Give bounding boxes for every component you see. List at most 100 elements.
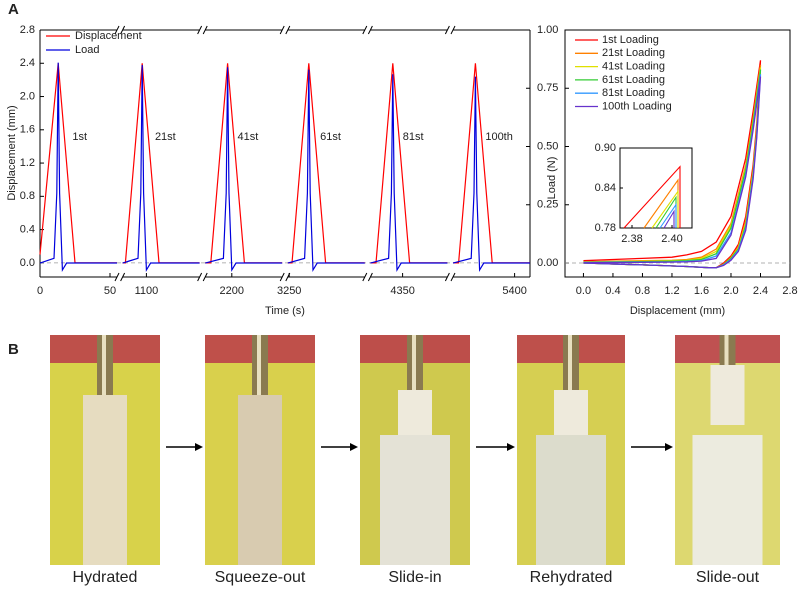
photo-row: Hydrated Squeeze-out Slide-in Rehydrated Sli… <box>50 335 780 586</box>
x-tick-label: 0.0 <box>576 285 591 297</box>
photo-rod-shine <box>568 335 572 415</box>
axis-break <box>450 25 456 35</box>
panel-label: 21st <box>155 131 176 143</box>
panel-label: 41st <box>238 131 259 143</box>
inset-line <box>663 209 675 229</box>
photo-rod-shine <box>257 335 261 415</box>
y-tick-label: 2.4 <box>20 57 35 69</box>
axis-break <box>362 272 368 282</box>
y2-axis-title: Load (N) <box>546 157 558 200</box>
legend-label: 21st Loading <box>602 47 665 59</box>
photo-rod-shine <box>412 335 416 415</box>
x-tick-label: 2200 <box>220 285 244 297</box>
series-line <box>205 63 283 264</box>
axis-break <box>202 272 208 282</box>
series-line <box>39 63 117 264</box>
y-tick-label: 1.2 <box>20 157 35 169</box>
arrow-head <box>195 443 203 451</box>
arrow-head <box>507 443 515 451</box>
x-axis-title: Displacement (mm) <box>630 305 725 317</box>
x-tick-label: 0 <box>37 285 43 297</box>
inset-line <box>623 165 681 229</box>
panel-label: 100th <box>485 131 513 143</box>
legend-label: Displacement <box>75 30 142 42</box>
series-line <box>583 76 762 269</box>
axis-break <box>285 25 291 35</box>
y-tick-label: 0.4 <box>20 224 35 236</box>
y-tick-label: 0.8 <box>20 190 35 202</box>
photo-inner <box>710 365 745 425</box>
y2-tick-label: 0.00 <box>537 257 558 269</box>
photo-label: Slide-out <box>696 569 760 586</box>
legend-label: Load <box>75 44 99 56</box>
series-line <box>452 76 530 273</box>
photo-sleeve <box>692 435 763 565</box>
photo-rod-shine <box>102 335 106 415</box>
series-line <box>122 63 200 264</box>
x-tick-label: 0.8 <box>635 285 650 297</box>
axis-break <box>114 272 120 282</box>
axis-break <box>444 272 450 282</box>
photo-label: Squeeze-out <box>215 569 306 586</box>
photo-sleeve <box>536 435 606 565</box>
axis-break <box>197 25 203 35</box>
y-tick-label: 0.0 <box>20 257 35 269</box>
axis-break <box>450 272 456 282</box>
x-tick-label: 0.4 <box>605 285 620 297</box>
y2-tick-label: 0.50 <box>537 140 558 152</box>
series-line <box>453 63 530 264</box>
y-tick-label: 2.8 <box>20 24 35 36</box>
inset-line <box>651 189 679 229</box>
x-tick-label: 1100 <box>135 285 159 297</box>
series-line <box>370 74 448 273</box>
legend-label: 100th Loading <box>602 100 672 112</box>
y2-tick-label: 1.00 <box>537 24 558 36</box>
y-tick-label: 1.6 <box>20 124 35 136</box>
series-line <box>287 69 365 273</box>
series-line <box>205 67 283 273</box>
photo-label: Hydrated <box>73 569 138 586</box>
axis-break <box>279 25 285 35</box>
panel-label: 81st <box>403 131 424 143</box>
series-line <box>370 63 448 264</box>
inset-y-tick-label: 0.84 <box>595 182 616 194</box>
series-line <box>122 64 200 273</box>
axis-break <box>367 25 373 35</box>
x-tick-label: 4350 <box>390 285 414 297</box>
arrow-head <box>665 443 673 451</box>
x-axis-title: Time (s) <box>265 305 305 317</box>
axis-break <box>202 25 208 35</box>
axis-break <box>114 25 120 35</box>
x-tick-label: 2.8 <box>782 285 797 297</box>
panel-letter: A <box>8 1 19 18</box>
inset-y-tick-label: 0.90 <box>595 142 616 154</box>
photo-sleeve <box>238 395 282 565</box>
series-line <box>39 62 117 273</box>
axis-break <box>367 272 373 282</box>
inset-frame <box>619 147 693 229</box>
x-tick-label: 2.0 <box>723 285 738 297</box>
x-tick-label: 50 <box>104 285 116 297</box>
axis-break <box>120 25 126 35</box>
panel-label: 61st <box>320 131 341 143</box>
axis-break <box>120 272 126 282</box>
series-line <box>287 63 365 264</box>
photo-label: Rehydrated <box>530 569 613 586</box>
inset-y-tick-label: 0.78 <box>595 222 616 234</box>
x-tick-label: 2.4 <box>753 285 768 297</box>
arrow-head <box>350 443 358 451</box>
legend-label: 41st Loading <box>602 61 665 73</box>
axis-break <box>279 272 285 282</box>
axis-break <box>197 272 203 282</box>
photo-sleeve <box>83 395 127 565</box>
y-axis-title: Displacement (mm) <box>6 105 18 200</box>
axis-break <box>362 25 368 35</box>
y2-tick-label: 0.25 <box>537 199 558 211</box>
inset-x-tick-label: 2.38 <box>621 233 642 245</box>
panel-letter: B <box>8 341 19 358</box>
photo-label: Slide-in <box>388 569 441 586</box>
x-tick-label: 1.6 <box>694 285 709 297</box>
axis-break <box>444 25 450 35</box>
legend-label: 81st Loading <box>602 87 665 99</box>
